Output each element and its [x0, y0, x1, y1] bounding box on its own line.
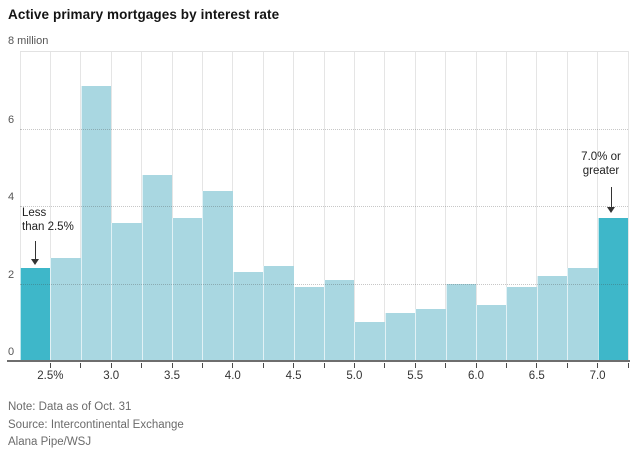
x-tick	[445, 363, 447, 368]
x-tick	[414, 363, 416, 368]
x-tick	[201, 363, 203, 368]
vertical-gridline	[171, 51, 173, 361]
x-tick	[49, 363, 51, 368]
bar-5.75-6.0	[445, 283, 476, 361]
bar-4.75-5.0	[324, 279, 355, 361]
vertical-gridline	[445, 51, 447, 361]
x-axis: 2.5% 3.0 3.5 4.0 4.5 5.0 5.5 6.0 6.5 7.0	[20, 362, 629, 386]
annotation-less-than: Less than 2.5%	[22, 207, 74, 234]
arrow-head	[31, 259, 39, 265]
down-arrow-icon	[607, 187, 616, 213]
x-tick	[262, 363, 264, 368]
gridline-6	[20, 128, 628, 130]
bar-6.75-7.0	[567, 268, 598, 361]
gridline-top	[20, 51, 628, 52]
gridline-4	[20, 206, 628, 207]
vertical-gridline	[414, 51, 416, 361]
down-arrow-icon	[31, 241, 40, 265]
x-tick	[384, 363, 386, 368]
y-tick-label-0: 0	[8, 346, 15, 358]
x-tick-label-5.0: 5.0	[346, 370, 363, 382]
bar-3.75-4.0	[202, 190, 233, 361]
plot-area	[19, 51, 629, 361]
vertical-gridline	[566, 51, 568, 361]
x-tick	[627, 363, 629, 368]
x-tick-label-3.5: 3.5	[164, 370, 180, 382]
bar-3.25-3.5	[141, 175, 172, 361]
bar-6.25-6.5	[506, 287, 537, 361]
bar-4.5-4.75	[293, 287, 324, 361]
bar-6.0-6.25	[476, 304, 507, 361]
y-tick-label-2: 2	[8, 268, 15, 281]
x-tick	[293, 363, 295, 368]
vertical-gridline	[323, 51, 325, 361]
annotation-less-line2: than 2.5%	[22, 220, 74, 233]
vertical-gridline	[232, 51, 234, 361]
gridline-2	[20, 283, 628, 285]
vertical-gridline	[293, 51, 295, 361]
bar-4.0-4.25	[232, 271, 264, 361]
vertical-gridline	[49, 51, 51, 361]
arrow-head	[607, 207, 615, 213]
bar-2.75-3.0	[80, 85, 112, 361]
annotation-greater-line2: greater	[582, 164, 620, 177]
bar-7.0% or greater	[597, 217, 628, 361]
footer-source: Source: Intercontinental Exchange	[8, 418, 184, 431]
vertical-gridline	[627, 51, 629, 361]
vertical-gridline	[475, 51, 477, 361]
x-tick	[110, 363, 112, 368]
bar-5.0-5.25	[354, 322, 385, 361]
arrow-shaft	[611, 187, 612, 207]
bar-6.5-6.75	[536, 275, 568, 361]
bar-3.5-3.75	[172, 217, 203, 361]
bar-less than 2.5%	[20, 268, 51, 361]
footer-note: Note: Data as of Oct. 31	[8, 401, 132, 413]
vertical-gridline	[505, 51, 507, 361]
bar-4.25-4.5	[263, 266, 294, 361]
vertical-gridline	[536, 51, 538, 361]
x-tick	[232, 363, 234, 368]
y-tick-label-6: 6	[8, 113, 15, 126]
x-tick-label-6.0: 6.0	[468, 370, 484, 382]
x-tick	[597, 363, 599, 368]
vertical-gridline	[353, 51, 355, 361]
x-axis-line	[7, 360, 630, 362]
x-tick	[475, 363, 477, 368]
x-tick-label-5.5: 5.5	[407, 370, 424, 382]
x-tick	[536, 363, 538, 368]
vertical-gridline	[262, 51, 264, 361]
x-tick	[566, 363, 568, 368]
y-axis-unit-label: 8 million	[8, 35, 49, 47]
x-tick-label-4.0: 4.0	[224, 370, 241, 382]
x-tick	[171, 363, 173, 368]
x-tick-label-7.0: 7.0	[589, 370, 606, 382]
annotation-greater-line1: 7.0% or	[581, 151, 621, 163]
bar-5.5-5.75	[415, 308, 446, 361]
x-tick-label-2.5%: 2.5%	[37, 370, 64, 382]
x-tick	[505, 363, 507, 368]
bar-3.0-3.25	[111, 223, 142, 361]
bar-2.5-2.75	[50, 258, 81, 361]
x-tick-label-3.0: 3.0	[103, 370, 120, 382]
x-tick	[323, 363, 325, 368]
vertical-gridline	[19, 51, 21, 361]
chart-title: Active primary mortgages by interest rat…	[8, 7, 280, 22]
vertical-gridline	[384, 51, 386, 361]
x-tick	[353, 363, 355, 368]
x-tick-label-6.5: 6.5	[528, 370, 545, 382]
annotation-greater: 7.0% or greater	[570, 151, 632, 178]
bar-5.25-5.5	[384, 312, 416, 361]
annotation-less-line1: Less	[22, 207, 47, 219]
vertical-gridline	[110, 51, 112, 361]
x-tick	[80, 363, 82, 368]
x-tick-label-4.5: 4.5	[285, 370, 302, 382]
chart-footer: Note: Data as of Oct. 31 Source: Interco…	[8, 399, 184, 452]
y-tick-label-4: 4	[8, 191, 15, 203]
arrow-shaft	[35, 241, 36, 259]
vertical-gridline	[597, 51, 599, 361]
footer-credit: Alana Pipe/WSJ	[8, 436, 92, 448]
x-tick	[141, 363, 143, 368]
